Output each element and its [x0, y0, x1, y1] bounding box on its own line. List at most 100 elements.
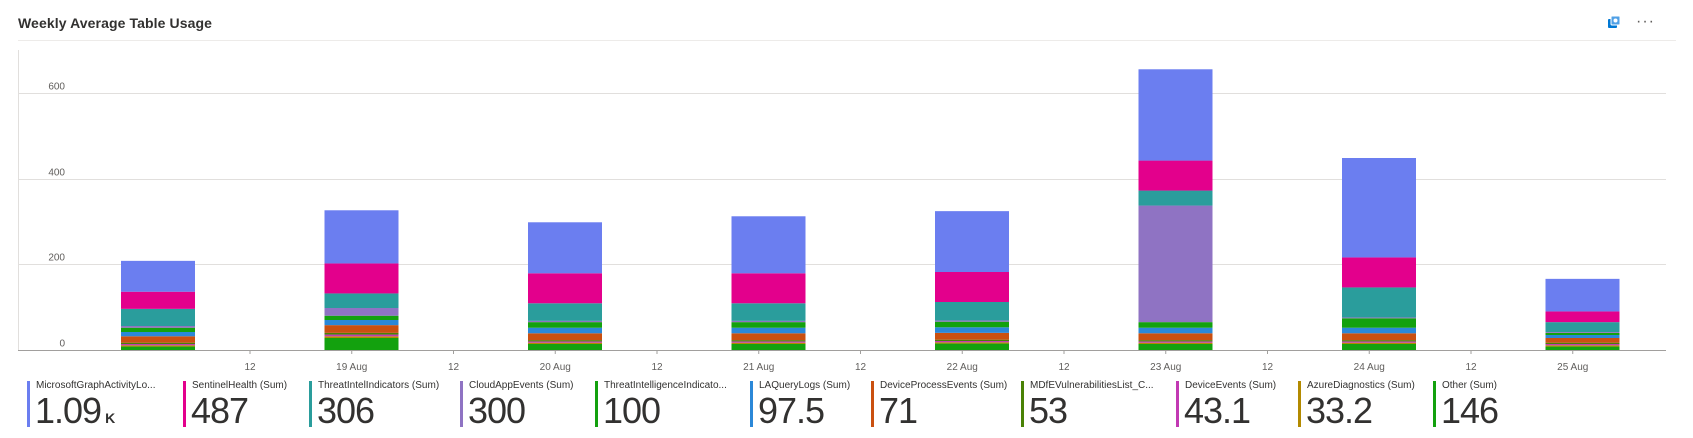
bar-segment[interactable]	[1138, 342, 1213, 344]
bar-segment[interactable]	[324, 320, 399, 326]
bar-segment[interactable]	[1545, 311, 1620, 323]
bar-segment[interactable]	[935, 332, 1009, 340]
bar-segment[interactable]	[1342, 318, 1416, 328]
bar-segment[interactable]	[324, 338, 399, 350]
bar-segment[interactable]	[1342, 287, 1416, 318]
bar-segment[interactable]	[528, 320, 602, 323]
bar-segment[interactable]	[1545, 346, 1620, 350]
bar-segment[interactable]	[1545, 278, 1620, 312]
bar-segment[interactable]	[1342, 317, 1416, 319]
bar-segment[interactable]	[1545, 332, 1620, 333]
bar-segment[interactable]	[121, 336, 195, 343]
bar-segment[interactable]	[121, 342, 195, 344]
pin-icon[interactable]	[1606, 14, 1622, 30]
bar-segment[interactable]	[1138, 344, 1213, 350]
bar-segment[interactable]	[324, 332, 399, 335]
bar-segment[interactable]	[731, 341, 806, 343]
x-tick-label: 20 Aug	[540, 362, 571, 373]
bar-segment[interactable]	[731, 344, 806, 350]
bar-segment[interactable]	[935, 211, 1009, 272]
bar-segment[interactable]	[121, 327, 195, 332]
bar-segment[interactable]	[1545, 344, 1620, 346]
bar-segment[interactable]	[528, 303, 602, 321]
bar-segment[interactable]	[528, 342, 602, 344]
bar-segment[interactable]	[935, 320, 1009, 322]
bar-segment[interactable]	[1138, 205, 1213, 323]
bar-segment[interactable]	[731, 320, 806, 323]
bar-segment[interactable]	[731, 342, 806, 344]
bar-segment[interactable]	[1342, 344, 1416, 350]
bar-segment[interactable]	[528, 341, 602, 343]
bar-segment[interactable]	[1342, 257, 1416, 288]
bar-segment[interactable]	[121, 344, 195, 346]
bar-segment[interactable]	[121, 291, 195, 309]
bar-segment[interactable]	[731, 303, 806, 321]
bar-segment[interactable]	[1138, 327, 1213, 334]
bar-segment[interactable]	[1138, 340, 1213, 342]
bar-segment[interactable]	[935, 327, 1009, 333]
bar-segment[interactable]	[1342, 342, 1416, 344]
legend-value-number: 43.1	[1184, 390, 1251, 431]
bar-segment[interactable]	[1342, 340, 1416, 342]
bar-segment[interactable]	[1545, 332, 1620, 335]
bar-segment[interactable]	[1342, 333, 1416, 341]
bar-segment[interactable]	[528, 340, 602, 342]
chart-title: Weekly Average Table Usage	[18, 15, 213, 31]
bar-segment[interactable]	[1138, 322, 1213, 328]
x-axis-ticks: 12 19 Aug 12 20 Aug 12 21 Aug 12 22 Aug 12 23 Aug…	[244, 350, 1588, 373]
legend-color-swatch	[1176, 381, 1179, 427]
bar-segment[interactable]	[731, 322, 806, 328]
bar-segment[interactable]	[935, 272, 1009, 302]
bar-segment[interactable]	[1138, 190, 1213, 206]
bar-segment[interactable]	[121, 326, 195, 328]
bar-segment[interactable]	[528, 322, 602, 328]
bar-segment[interactable]	[1138, 341, 1213, 343]
bar-segment[interactable]	[121, 346, 195, 350]
bar-segment[interactable]	[935, 341, 1009, 343]
bar-segment[interactable]	[935, 302, 1009, 321]
bar-segment[interactable]	[1342, 158, 1416, 258]
bar-segment[interactable]	[528, 327, 602, 334]
bar-segment[interactable]	[528, 222, 602, 274]
bar-segment[interactable]	[1545, 335, 1620, 338]
bar-segment[interactable]	[121, 308, 195, 326]
legend-value-number: 487	[191, 390, 249, 431]
bar-segment[interactable]	[1342, 341, 1416, 343]
legend-color-swatch	[27, 381, 30, 427]
bar-segment[interactable]	[935, 321, 1009, 328]
bar-segment[interactable]	[121, 332, 195, 337]
bar-segment[interactable]	[1138, 333, 1213, 341]
bar-segment[interactable]	[324, 293, 399, 308]
bar-segment[interactable]	[935, 343, 1009, 350]
bar-segment[interactable]	[1545, 342, 1620, 344]
bar-segment[interactable]	[731, 327, 806, 334]
bar-segment[interactable]	[324, 210, 399, 264]
legend-series-value: 43.1	[1184, 390, 1251, 431]
bar-segment[interactable]	[1138, 160, 1213, 191]
bar-segment[interactable]	[1545, 338, 1620, 343]
bar-segment[interactable]	[1342, 327, 1416, 334]
legend-value-number: 71	[879, 390, 918, 431]
bar-segment[interactable]	[731, 333, 806, 341]
bar-segment[interactable]	[731, 216, 806, 274]
bar-segment[interactable]	[324, 334, 399, 337]
more-options-icon[interactable]: ···	[1636, 13, 1655, 30]
bar-segment[interactable]	[324, 308, 399, 316]
bar-segment[interactable]	[528, 273, 602, 304]
bar-segment[interactable]	[1545, 345, 1620, 347]
x-tick-label: 19 Aug	[336, 362, 367, 373]
bar-segment[interactable]	[1545, 322, 1620, 332]
bar-segment[interactable]	[731, 273, 806, 304]
bar-segment[interactable]	[324, 336, 399, 338]
bar-segment[interactable]	[324, 325, 399, 333]
bar-segment[interactable]	[121, 260, 195, 292]
bar-segment[interactable]	[935, 339, 1009, 341]
bar-segment[interactable]	[935, 342, 1009, 344]
bar-segment[interactable]	[731, 340, 806, 342]
bar-segment[interactable]	[528, 344, 602, 350]
bar-segment[interactable]	[324, 315, 399, 320]
bar-segment[interactable]	[324, 263, 399, 294]
bar-segment[interactable]	[1138, 69, 1213, 161]
bar-segment[interactable]	[528, 333, 602, 341]
bar-segment[interactable]	[121, 345, 195, 347]
